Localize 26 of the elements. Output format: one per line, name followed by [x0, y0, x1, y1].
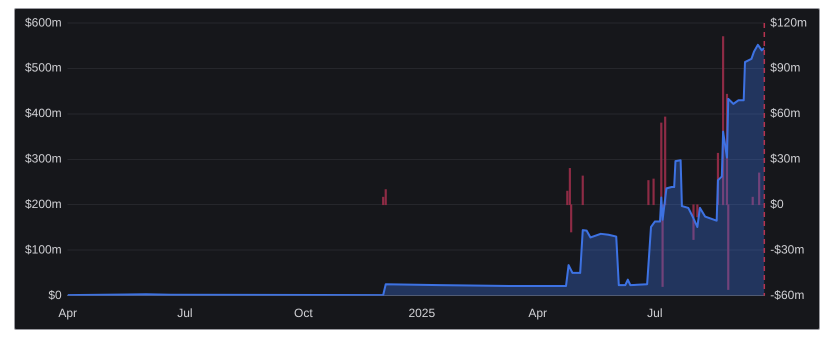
x-tick-label: Apr: [528, 306, 548, 320]
y2-tick-label: -$60m: [770, 288, 804, 302]
y2-tick-label: $0: [770, 197, 784, 212]
x-tick-label: Apr: [58, 306, 78, 320]
x-tick-label: Jul: [177, 306, 193, 320]
bar: [647, 180, 650, 206]
y-tick-label: $600m: [24, 15, 62, 30]
y-tick-label: $0: [48, 288, 62, 302]
y-tick-label: $500m: [24, 60, 62, 75]
y2-tick-label: $30m: [770, 152, 800, 166]
bar: [758, 172, 760, 206]
bar: [752, 196, 754, 206]
y-tick-label: $200m: [24, 197, 62, 212]
y2-tick-label: $90m: [770, 60, 800, 75]
y2-tick-label: -$30m: [770, 242, 804, 256]
x-tick-label: Jul: [647, 306, 663, 320]
y-tick-label: $100m: [24, 242, 62, 256]
y-tick-label: $400m: [24, 106, 62, 120]
y-tick-label: $300m: [24, 152, 62, 166]
x-tick-label: 2025: [408, 306, 436, 320]
bar: [384, 189, 387, 206]
x-tick-label: Oct: [294, 306, 314, 320]
y2-tick-label: $60m: [770, 106, 800, 120]
y2-tick-label: $120m: [770, 15, 808, 30]
bar: [652, 178, 655, 206]
bar: [582, 176, 584, 206]
